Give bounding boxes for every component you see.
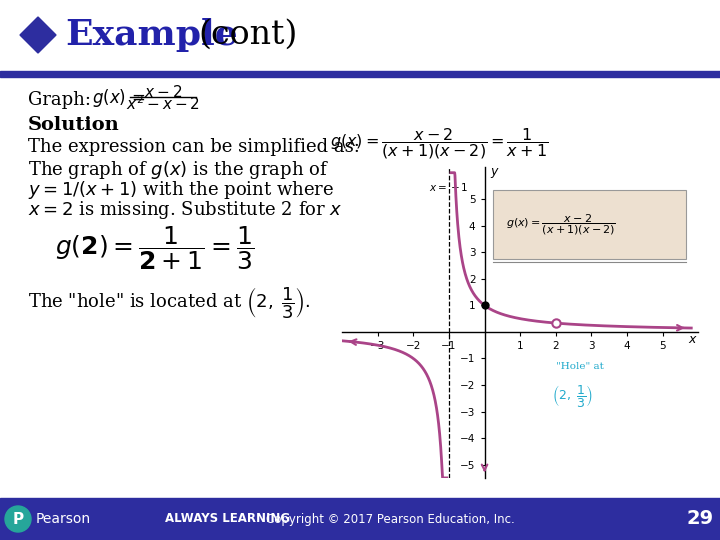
- Text: P: P: [12, 511, 24, 526]
- Text: Pearson: Pearson: [36, 512, 91, 526]
- Text: $g(x)\,=\,$: $g(x)\,=\,$: [92, 87, 145, 109]
- Text: The graph of $g(x)$ is the graph of: The graph of $g(x)$ is the graph of: [28, 159, 329, 181]
- Text: $y$: $y$: [490, 166, 500, 180]
- Text: $g(\mathbf{2}) = \dfrac{1}{\mathbf{2}+1} = \dfrac{1}{3}$: $g(\mathbf{2}) = \dfrac{1}{\mathbf{2}+1}…: [55, 224, 254, 272]
- Text: "Hole" at: "Hole" at: [556, 362, 603, 371]
- Text: $x^2 - x - 2$: $x^2 - x - 2$: [126, 94, 200, 113]
- Text: $x = -1$: $x = -1$: [429, 181, 469, 193]
- Text: Example: Example: [65, 18, 238, 52]
- FancyBboxPatch shape: [493, 190, 686, 259]
- Text: $x$: $x$: [688, 333, 698, 346]
- Text: $x - 2$: $x - 2$: [144, 84, 182, 100]
- Text: Solution: Solution: [28, 116, 120, 134]
- Text: (cont): (cont): [198, 19, 297, 51]
- Text: $x = 2$ is missing. Substitute 2 for $x$.: $x = 2$ is missing. Substitute 2 for $x$…: [28, 199, 346, 221]
- Text: The expression can be simplified as:: The expression can be simplified as:: [28, 138, 360, 156]
- Text: 29: 29: [686, 510, 714, 529]
- Text: Copyright © 2017 Pearson Education, Inc.: Copyright © 2017 Pearson Education, Inc.: [266, 512, 514, 525]
- Polygon shape: [20, 17, 56, 53]
- Text: The "hole" is located at $\left(2,\;\dfrac{1}{3}\right).$: The "hole" is located at $\left(2,\;\dfr…: [28, 285, 310, 321]
- Text: $\left(2,\;\dfrac{1}{3}\right)$: $\left(2,\;\dfrac{1}{3}\right)$: [552, 383, 593, 409]
- Text: ALWAYS LEARNING: ALWAYS LEARNING: [165, 512, 290, 525]
- Text: $g(x) = \dfrac{x-2}{(x+1)(x-2)} = \dfrac{1}{x+1}$: $g(x) = \dfrac{x-2}{(x+1)(x-2)} = \dfrac…: [330, 126, 548, 161]
- Text: $y = 1/(x + 1)$ with the point where: $y = 1/(x + 1)$ with the point where: [28, 179, 334, 201]
- Text: Graph:: Graph:: [28, 91, 91, 109]
- Circle shape: [5, 506, 31, 532]
- Bar: [0, 71, 720, 77]
- Text: $g(x) = \dfrac{x-2}{(x+1)(x-2)}$: $g(x) = \dfrac{x-2}{(x+1)(x-2)}$: [506, 212, 616, 237]
- Bar: [0, 498, 720, 540]
